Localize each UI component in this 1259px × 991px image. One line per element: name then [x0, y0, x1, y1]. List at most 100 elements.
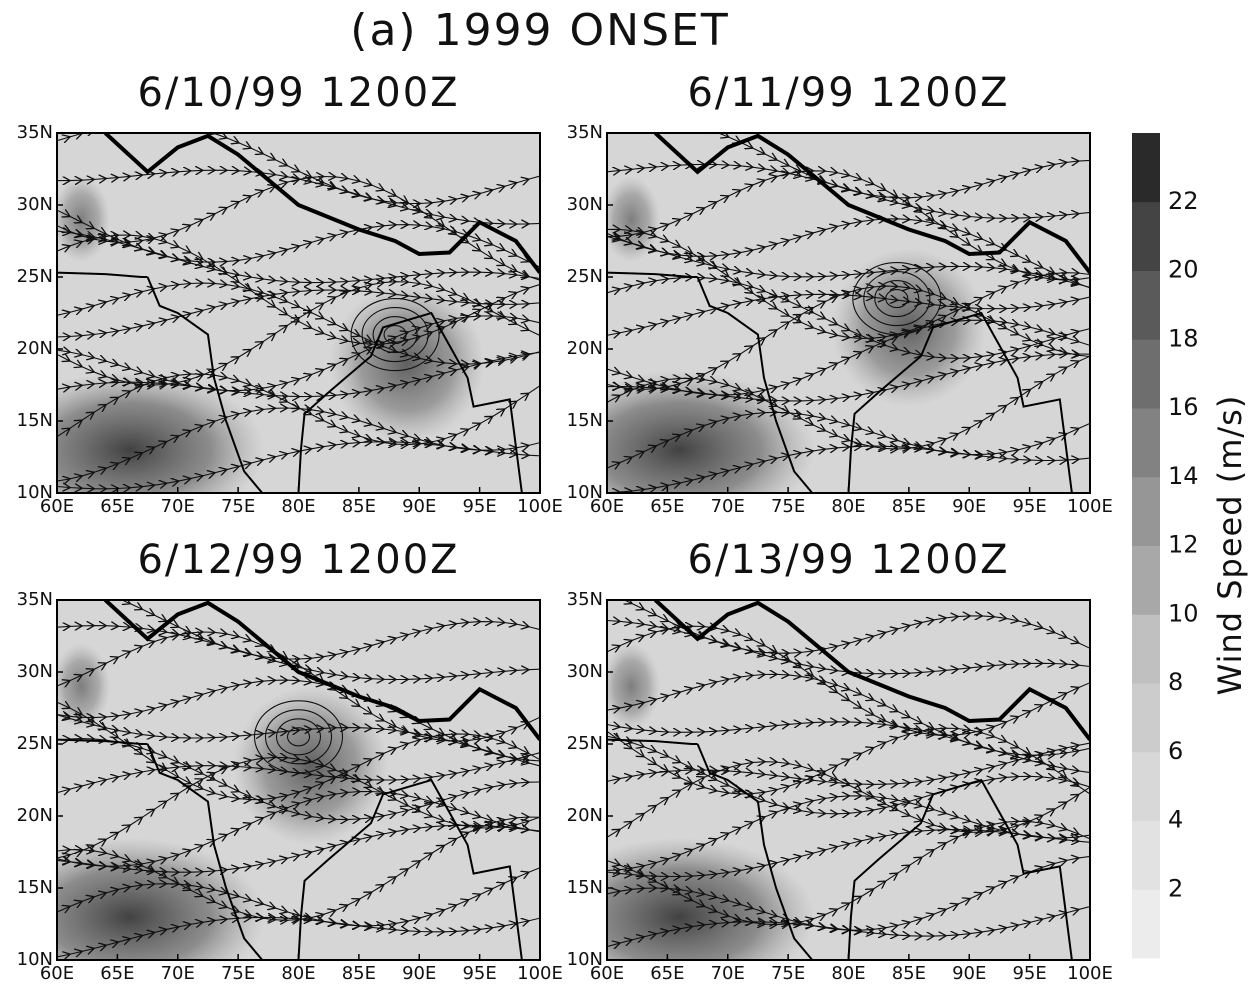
x-tick-label: 85E	[342, 963, 376, 984]
colorbar-tick-label: 12	[1168, 531, 1199, 559]
vortex-streamline	[874, 280, 920, 318]
vortex-streamline	[286, 727, 311, 747]
y-tick-label: 15N	[567, 877, 603, 898]
coastline	[57, 271, 148, 278]
y-tick-label: 30N	[567, 661, 603, 682]
y-tick-label: 30N	[17, 661, 53, 682]
y-tick-label: 25N	[17, 266, 53, 287]
y-tick-label: 10N	[17, 482, 53, 503]
colorbar-tick-label: 10	[1168, 599, 1199, 627]
x-tick-label: 75E	[771, 496, 805, 517]
x-tick-label: 75E	[771, 963, 805, 984]
map-content	[57, 600, 540, 960]
coastline	[146, 276, 264, 493]
x-tick-label: 80E	[281, 963, 315, 984]
x-tick-label: 60E	[40, 963, 74, 984]
vortex-streamline	[372, 316, 418, 354]
y-tick-label: 10N	[17, 949, 53, 970]
coastline	[847, 778, 1073, 960]
x-tick-label: 65E	[100, 496, 134, 517]
x-tick-label: 100E	[1067, 963, 1113, 984]
colorbar-band	[1132, 270, 1160, 340]
x-tick-label: 90E	[952, 496, 986, 517]
shade	[831, 248, 987, 407]
map-content	[57, 133, 540, 493]
colorbar-tick-label: 20	[1168, 256, 1199, 284]
colorbar-band	[1132, 614, 1160, 684]
y-tick-label: 30N	[17, 194, 53, 215]
x-tick-label: 70E	[711, 963, 745, 984]
x-tick-label: 65E	[100, 963, 134, 984]
colorbar-tick-label: 18	[1168, 324, 1199, 352]
x-tick-label: 90E	[402, 496, 436, 517]
colorbar-label: Wind Speed (m/s)	[1211, 395, 1249, 696]
coastline	[696, 276, 814, 493]
map-content	[607, 133, 1090, 493]
y-tick-label: 10N	[567, 949, 603, 970]
coastline	[57, 738, 148, 745]
coastline	[607, 271, 698, 278]
colorbar-tick-label: 8	[1168, 668, 1183, 696]
coastline	[146, 743, 264, 960]
y-tick-label: 35N	[17, 589, 53, 610]
x-tick-label: 85E	[892, 963, 926, 984]
coastline	[297, 311, 523, 493]
vortex-streamline	[253, 700, 344, 774]
panel-title: 6/10/99 1200Z	[137, 70, 459, 116]
map-panel: 6/12/99 1200Z 60E 65E 70E 75E 80E 85E 90E 95E 100…	[17, 537, 563, 984]
x-tick-label: 60E	[590, 496, 624, 517]
terrain-contour	[103, 133, 540, 274]
terrain-contour	[653, 600, 1090, 741]
x-tick-label: 65E	[650, 496, 684, 517]
x-tick-label: 65E	[650, 963, 684, 984]
vortex-streamline	[361, 307, 429, 363]
x-tick-label: 100E	[517, 496, 563, 517]
streamline	[607, 133, 1090, 198]
colorbar-band	[1132, 683, 1160, 753]
y-tick-label: 20N	[567, 338, 603, 359]
colorbar-band	[1132, 201, 1160, 271]
x-tick-label: 95E	[462, 963, 496, 984]
coastline	[607, 738, 698, 745]
y-tick-label: 10N	[567, 482, 603, 503]
x-tick-label: 70E	[711, 496, 745, 517]
vortex-streamline	[264, 709, 333, 765]
shade	[607, 643, 661, 730]
map-panel: 6/10/99 1200Z 60E 65E 70E 75E 80E 85E 90E 95E 100…	[17, 70, 563, 517]
y-tick-label: 25N	[567, 733, 603, 754]
map-panel: 6/13/99 1200Z 60E 65E 70E 75E 80E 85E 90E 95E 100…	[567, 537, 1113, 984]
x-tick-label: 100E	[517, 963, 563, 984]
x-tick-label: 95E	[1012, 496, 1046, 517]
y-tick-label: 15N	[17, 877, 53, 898]
colorbar-tick-label: 16	[1168, 393, 1199, 421]
y-tick-label: 35N	[567, 122, 603, 143]
y-tick-label: 20N	[567, 805, 603, 826]
vortex-streamline	[275, 718, 322, 756]
colorbar-tick-label: 22	[1168, 187, 1199, 215]
x-tick-label: 90E	[952, 963, 986, 984]
colorbar-band	[1132, 476, 1160, 546]
y-tick-label: 35N	[567, 589, 603, 610]
colorbar-band	[1132, 133, 1160, 203]
colorbar-band	[1132, 408, 1160, 478]
y-tick-label: 20N	[17, 338, 53, 359]
vortex-streamline	[863, 271, 931, 327]
colorbar-tick-label: 4	[1168, 806, 1183, 834]
colorbar-tick-label: 6	[1168, 737, 1183, 765]
map-panel: 6/11/99 1200Z 60E 65E 70E 75E 80E 85E 90E 95E 100…	[567, 70, 1113, 517]
x-tick-label: 80E	[831, 963, 865, 984]
terrain-contour	[653, 133, 1090, 274]
terrain-contour	[103, 600, 540, 741]
figure-title: (a) 1999 ONSET	[350, 5, 729, 56]
colorbar-band	[1132, 889, 1160, 959]
x-tick-label: 75E	[221, 496, 255, 517]
x-tick-label: 95E	[1012, 963, 1046, 984]
vortex-streamline	[383, 325, 407, 345]
y-tick-label: 35N	[17, 122, 53, 143]
coastline	[297, 778, 523, 960]
coastline	[847, 311, 1073, 493]
x-tick-label: 85E	[342, 496, 376, 517]
colorbar-tick-label: 2	[1168, 874, 1183, 902]
map-content	[607, 600, 1090, 960]
